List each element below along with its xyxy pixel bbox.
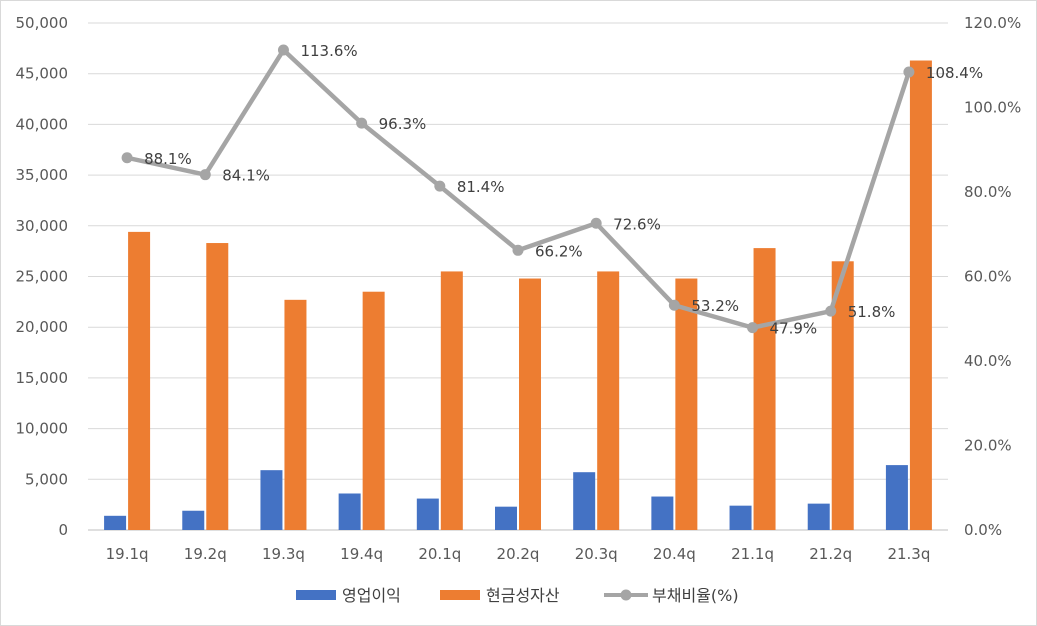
bar-operating-profit — [807, 503, 830, 530]
debt-ratio-data-label: 51.8% — [848, 303, 896, 321]
legend: 영업이익 현금성자산 부채비율(%) — [296, 586, 739, 605]
legend-label: 부채비율(%) — [652, 586, 739, 605]
debt-ratio-data-label: 88.1% — [144, 150, 192, 168]
bar-cash-assets — [440, 271, 463, 530]
debt-ratio-point — [668, 299, 680, 311]
debt-ratio-point — [356, 117, 368, 129]
debt-ratio-point — [512, 244, 524, 256]
x-tick-label: 21.3q — [887, 545, 930, 563]
left-tick-label: 50,000 — [16, 14, 69, 32]
left-tick-label: 25,000 — [16, 268, 69, 286]
line-series: 88.1% 84.1% 113.6% 96.3% 81.4% 66.2% 72.6% 53.2… — [121, 42, 983, 338]
x-tick-label: 20.2q — [497, 545, 540, 563]
bar-operating-profit — [573, 472, 596, 530]
x-tick-label: 21.1q — [731, 545, 774, 563]
debt-ratio-data-label: 108.4% — [926, 64, 983, 82]
debt-ratio-data-label: 113.6% — [300, 42, 357, 60]
left-tick-label: 40,000 — [16, 115, 69, 133]
debt-ratio-point — [199, 169, 211, 181]
bar-operating-profit — [416, 498, 439, 530]
left-tick-label: 15,000 — [16, 369, 69, 387]
debt-ratio-data-label: 53.2% — [691, 297, 739, 315]
legend-label: 영업이익 — [342, 586, 401, 605]
bar-cash-assets — [128, 231, 151, 530]
legend-swatch — [440, 590, 480, 600]
x-tick-label: 20.4q — [653, 545, 696, 563]
bar-cash-assets — [831, 261, 854, 530]
legend-swatch — [296, 590, 336, 600]
x-tick-label: 19.4q — [340, 545, 383, 563]
debt-ratio-data-label: 96.3% — [379, 115, 427, 133]
right-axis-ticks: 0.0% 20.0% 40.0% 60.0% 80.0% 100.0% 120.0% — [964, 14, 1021, 539]
left-tick-label: 5,000 — [25, 470, 68, 488]
left-tick-label: 10,000 — [16, 420, 69, 438]
left-tick-label: 0 — [58, 521, 68, 539]
debt-ratio-point — [121, 152, 133, 164]
right-tick-label: 40.0% — [964, 352, 1012, 370]
bar-series — [104, 60, 932, 530]
legend-marker — [620, 589, 632, 601]
bar-operating-profit — [260, 470, 283, 530]
left-tick-label: 20,000 — [16, 318, 69, 336]
bar-operating-profit — [729, 505, 752, 530]
right-tick-label: 0.0% — [964, 521, 1002, 539]
right-tick-label: 20.0% — [964, 437, 1012, 455]
x-tick-label: 19.2q — [184, 545, 227, 563]
x-axis-ticks: 19.1q 19.2q 19.3q 19.4q 20.1q 20.2q 20.3q 20.4q… — [106, 545, 931, 563]
debt-ratio-data-label: 66.2% — [535, 242, 583, 260]
bar-cash-assets — [675, 278, 698, 530]
debt-ratio-point — [903, 66, 915, 78]
x-tick-label: 20.1q — [418, 545, 461, 563]
debt-ratio-line — [126, 47, 912, 330]
right-tick-label: 120.0% — [964, 14, 1021, 32]
bar-cash-assets — [753, 248, 776, 530]
gridlines — [88, 22, 948, 531]
bar-cash-assets — [362, 291, 385, 530]
debt-ratio-point — [277, 44, 289, 56]
right-tick-label: 60.0% — [964, 268, 1012, 286]
legend-label: 현금성자산 — [486, 586, 560, 605]
bar-operating-profit — [182, 510, 205, 530]
right-tick-label: 80.0% — [964, 183, 1012, 201]
debt-ratio-point — [590, 217, 602, 229]
bar-cash-assets — [909, 60, 932, 530]
x-tick-label: 20.3q — [575, 545, 618, 563]
left-tick-label: 45,000 — [16, 65, 69, 83]
debt-ratio-point — [825, 305, 837, 317]
bar-operating-profit — [495, 506, 517, 530]
bar-cash-assets — [597, 271, 620, 530]
bar-operating-profit — [885, 465, 908, 530]
right-tick-label: 100.0% — [964, 99, 1021, 117]
bar-operating-profit — [338, 493, 361, 530]
bar-cash-assets — [206, 243, 229, 530]
bar-operating-profit — [651, 496, 674, 530]
left-tick-label: 35,000 — [16, 166, 69, 184]
left-axis-ticks: 0 5,000 10,000 15,000 20,000 25,000 30,000 35,0… — [16, 14, 69, 539]
bar-cash-assets — [519, 278, 541, 530]
x-tick-label: 19.1q — [106, 545, 149, 563]
bar-cash-assets — [284, 299, 307, 530]
debt-ratio-data-label: 84.1% — [222, 167, 270, 185]
debt-ratio-data-label: 81.4% — [457, 178, 505, 196]
left-tick-label: 30,000 — [16, 217, 69, 235]
debt-ratio-point — [434, 180, 446, 192]
debt-ratio-data-label: 72.6% — [613, 215, 661, 233]
x-tick-label: 19.3q — [262, 545, 305, 563]
debt-ratio-data-label: 47.9% — [770, 320, 818, 338]
debt-ratio-point — [747, 322, 759, 334]
x-tick-label: 21.2q — [809, 545, 852, 563]
bar-operating-profit — [104, 515, 127, 530]
